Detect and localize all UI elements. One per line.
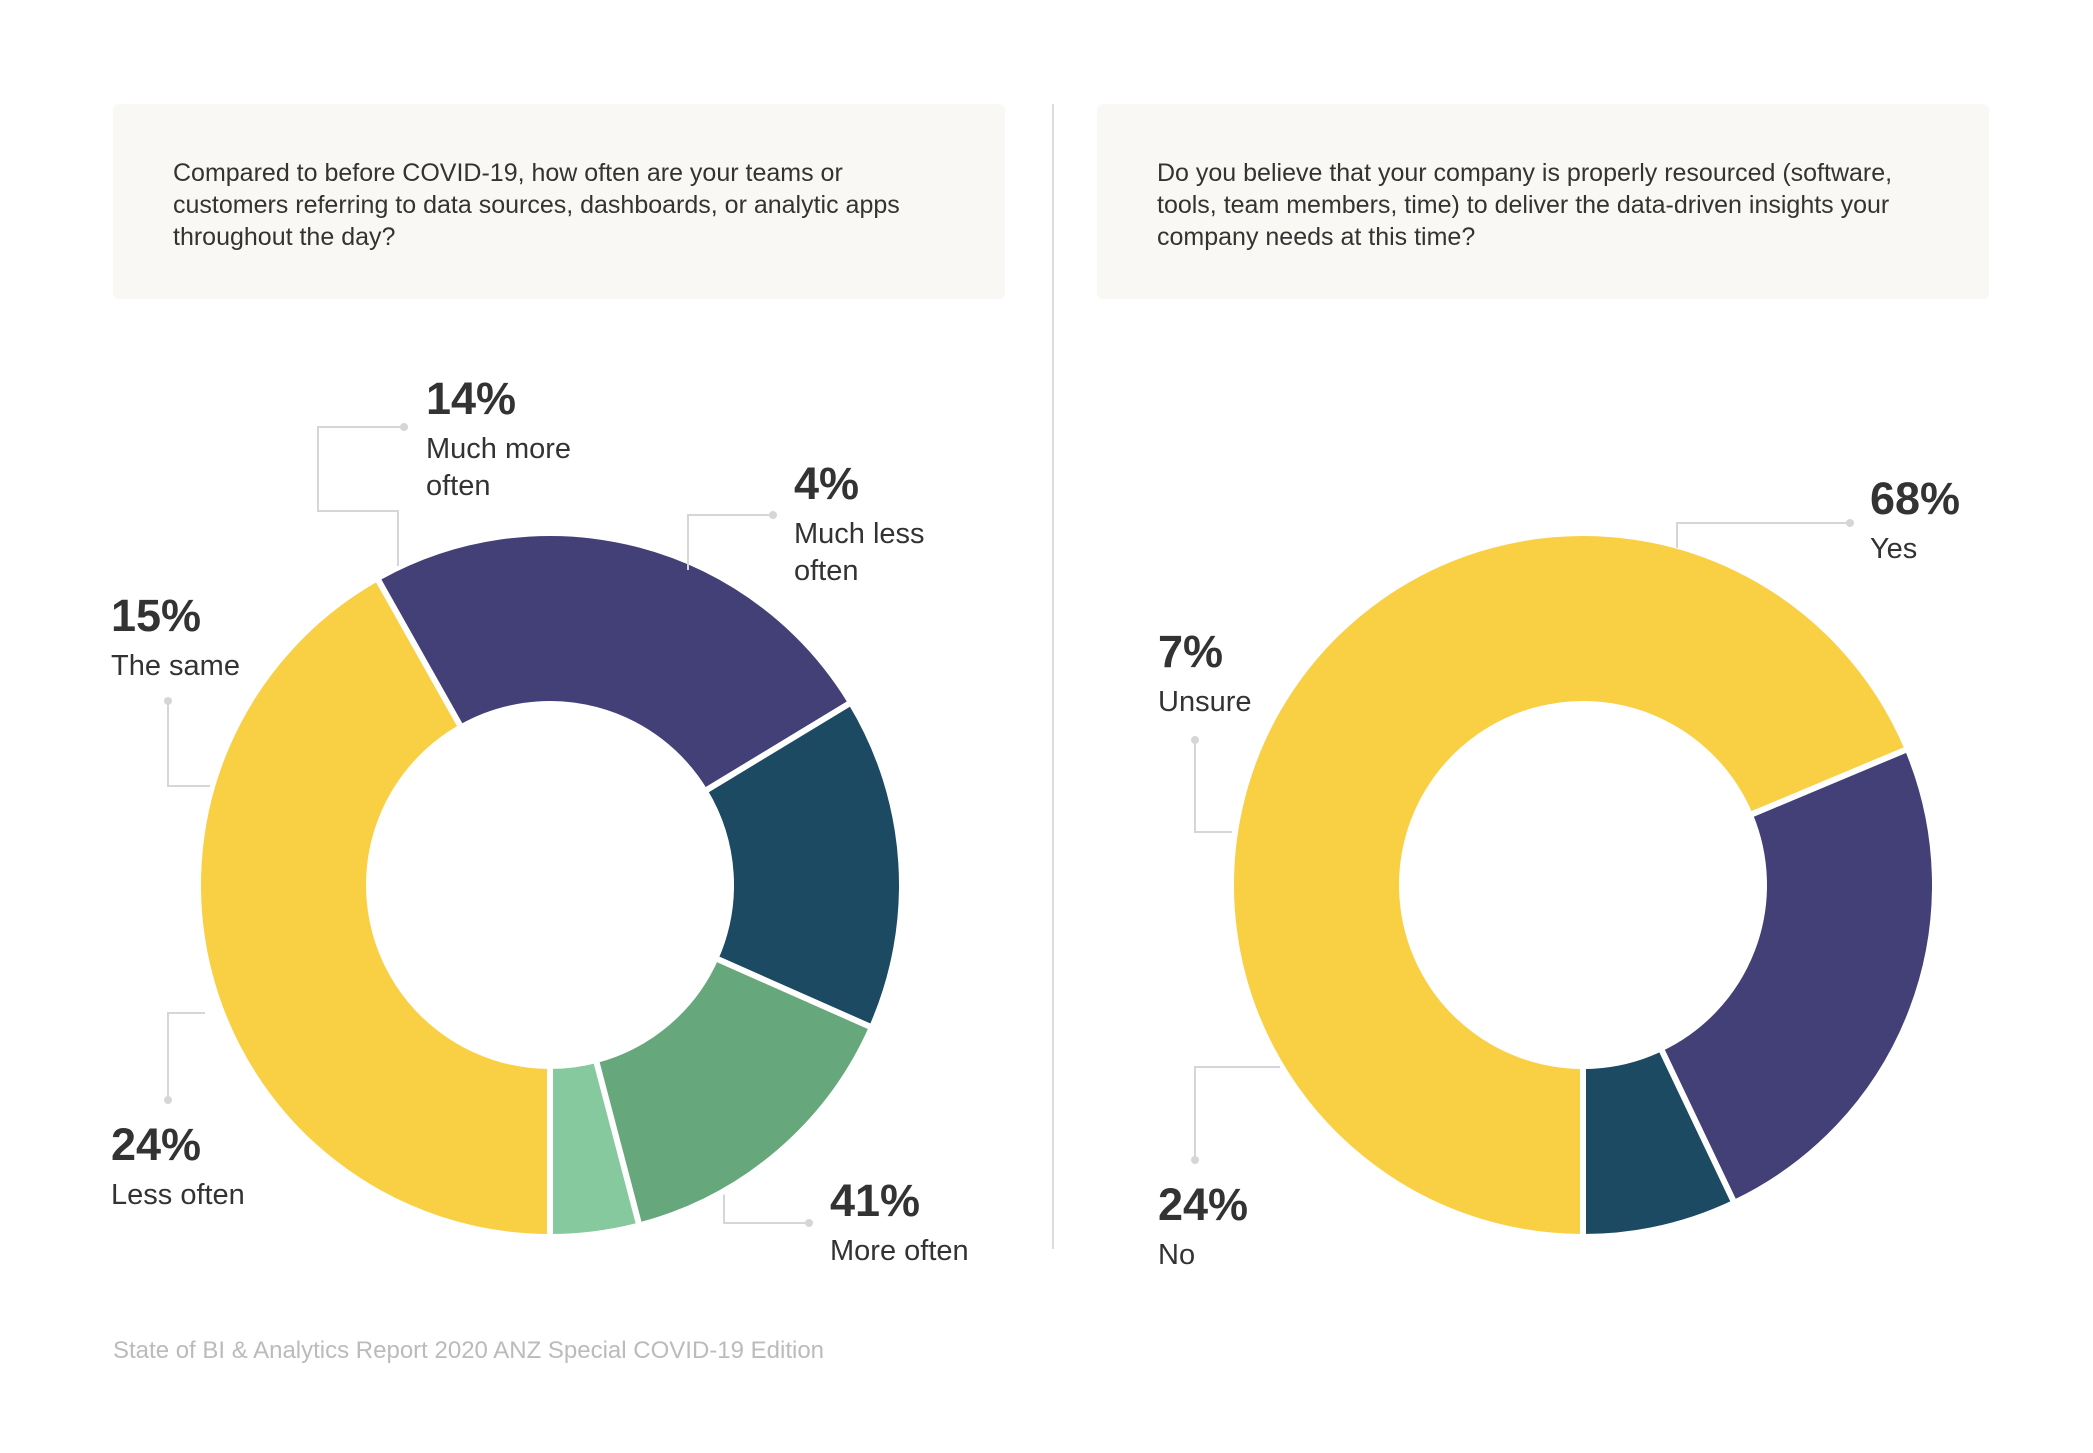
question-1-text: Compared to before COVID-19, how often a… — [173, 159, 900, 251]
chart2-slice-yes — [1228, 530, 1912, 1241]
column-divider — [1052, 104, 1054, 1249]
chart1-label-the-same: The same — [111, 650, 240, 682]
chart1-leader-dot-more-often — [805, 1219, 813, 1227]
chart2-value-no: 24% — [1158, 1179, 1248, 1230]
chart2-leader-dot-no — [1191, 1156, 1199, 1164]
chart2-label-yes: Yes — [1870, 533, 1917, 565]
chart1-value-less-often: 24% — [111, 1119, 201, 1170]
chart1-leader-dot-less-often — [164, 1096, 172, 1104]
chart1-leader-less-often — [167, 1012, 205, 1100]
chart2-slice-no — [1656, 745, 1938, 1207]
chart2-leader-dot-unsure — [1191, 736, 1199, 744]
question-2-text: Do you believe that your company is prop… — [1157, 159, 1893, 251]
chart1-slice-less-often — [373, 530, 856, 796]
chart2-value-unsure: 7% — [1158, 626, 1223, 677]
chart1-leader-much-more-often — [317, 426, 404, 566]
chart1-label-much-more-often: Much more often — [426, 433, 571, 502]
chart1-slice-more-often — [195, 574, 553, 1241]
chart1-value-the-same: 15% — [111, 590, 201, 641]
chart1-leader-dot-the-same — [164, 697, 172, 705]
chart1-slice-much-more-often — [592, 954, 876, 1230]
chart1-label-less-often: Less often — [111, 1179, 245, 1211]
question-box-1: Compared to before COVID-19, how often a… — [113, 104, 1005, 299]
chart1-label-much-less-often: Much less often — [794, 518, 925, 587]
chart1-slice-much-less-often — [547, 1056, 643, 1241]
chart2-value-yes: 68% — [1870, 473, 1960, 524]
chart1-label-more-often: More often — [830, 1235, 969, 1267]
chart1-slice-the-same — [700, 698, 905, 1032]
chart1-leader-dot-much-more-often — [400, 423, 408, 431]
chart1-leader-the-same — [167, 701, 210, 787]
source-footer: State of BI & Analytics Report 2020 ANZ … — [113, 1337, 825, 1364]
chart2-label-no: No — [1158, 1239, 1195, 1271]
question-box-2: Do you believe that your company is prop… — [1097, 104, 1989, 299]
chart1-value-more-often: 41% — [830, 1175, 920, 1226]
chart2-leader-unsure — [1194, 740, 1232, 833]
chart1-value-much-more-often: 14% — [426, 373, 516, 424]
chart2-leader-yes — [1676, 522, 1850, 548]
chart1-leader-much-less-often — [687, 514, 773, 570]
chart2-slice-unsure — [1580, 1044, 1739, 1241]
chart2-label-unsure: Unsure — [1158, 686, 1252, 718]
chart1-value-much-less-often: 4% — [794, 458, 859, 509]
chart1-leader-dot-much-less-often — [769, 511, 777, 519]
chart2-leader-no — [1194, 1066, 1280, 1160]
chart2-leader-dot-yes — [1846, 519, 1854, 527]
